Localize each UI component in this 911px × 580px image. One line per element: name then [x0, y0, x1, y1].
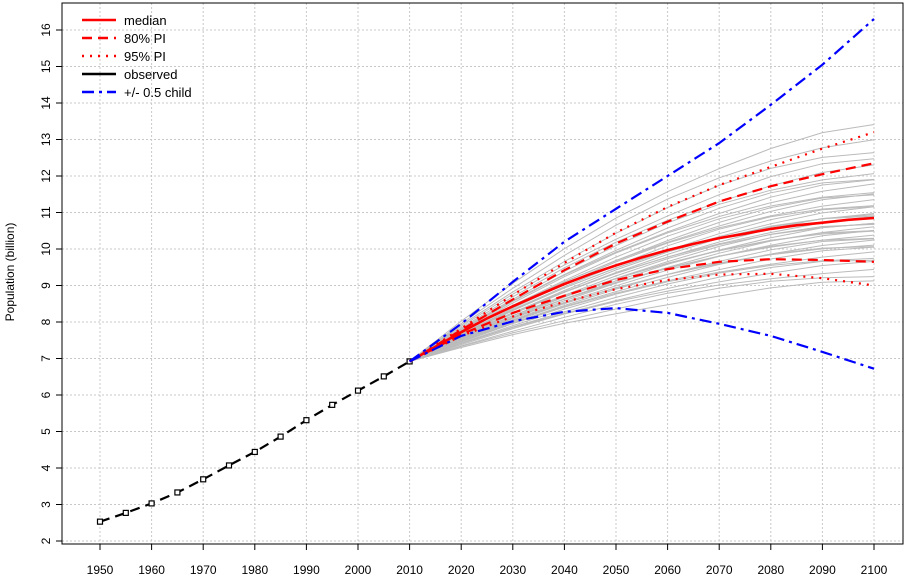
series-line-95-pi-upper — [409, 131, 875, 363]
y-tick-label: 7 — [39, 355, 53, 362]
observed-point — [380, 373, 387, 380]
series-line-95-pi-lower — [409, 272, 875, 363]
x-tick-label: 2010 — [396, 563, 423, 577]
observed-point — [96, 518, 104, 525]
y-tick-label: 12 — [39, 169, 53, 183]
y-tick-label: 5 — [39, 428, 53, 435]
grid — [62, 3, 903, 544]
x-tick-label: 2000 — [345, 563, 372, 577]
y-tick-label: 16 — [39, 23, 53, 37]
legend-label: 80% PI — [124, 31, 166, 46]
observed-point — [277, 433, 284, 440]
trajectory-line — [409, 246, 875, 362]
x-tick-label: 2050 — [603, 563, 630, 577]
x-tick-label: 1970 — [190, 563, 217, 577]
observed-point — [200, 476, 207, 483]
trajectory-line — [409, 244, 875, 362]
x-tick-label: 1960 — [138, 563, 165, 577]
trajectory-line — [409, 216, 875, 362]
y-tick-label: 9 — [39, 282, 53, 289]
y-tick-label: 13 — [39, 133, 53, 147]
observed-point — [329, 401, 336, 408]
x-tick-label: 1980 — [241, 563, 268, 577]
legend-label: observed — [124, 67, 177, 82]
legend: median 80% PI 95% PI observed +/- 0.5 child — [82, 13, 192, 100]
x-tick-label: 2040 — [551, 563, 578, 577]
series-line--0-5-child-lower — [409, 306, 875, 370]
series-line-median — [408, 216, 875, 363]
series-line-80-pi-upper — [409, 162, 875, 363]
x-tick-label: 2070 — [706, 563, 733, 577]
trajectory-line — [409, 158, 875, 362]
axes: 1950 1960 1970 1980 1990 2000 2010 2020 2030 2040… — [39, 23, 887, 577]
trajectory-line — [409, 280, 875, 362]
y-tick-label: 2 — [39, 537, 53, 544]
y-tick-label: 14 — [39, 96, 53, 110]
trajectory-line — [409, 124, 875, 362]
y-tick-label: 11 — [39, 206, 53, 219]
legend-label: median — [124, 13, 167, 28]
x-tick-label: 2020 — [448, 563, 475, 577]
trajectory-line — [409, 152, 875, 362]
series-line-80-pi-lower — [409, 258, 875, 363]
trajectory-line — [409, 276, 875, 362]
trajectory-line — [409, 238, 875, 362]
y-tick-label: 3 — [39, 501, 53, 508]
x-tick-label: 2100 — [861, 563, 888, 577]
y-tick-label: 15 — [39, 60, 53, 74]
x-tick-label: 2090 — [809, 563, 836, 577]
y-tick-label: 8 — [39, 318, 53, 325]
observed-point — [174, 489, 181, 496]
x-tick-label: 1990 — [293, 563, 320, 577]
observed-point — [354, 387, 362, 394]
x-tick-label: 2060 — [654, 563, 681, 577]
trajectory-line — [409, 178, 875, 362]
x-tick-label: 1950 — [87, 563, 114, 577]
trajectory-line — [409, 199, 875, 362]
y-tick-label: 10 — [39, 242, 53, 256]
trajectory-line — [409, 222, 875, 362]
trajectory-line — [409, 164, 875, 362]
series-line-observed — [99, 360, 411, 523]
y-axis-label: Population (billion) — [3, 223, 17, 322]
series-lines — [96, 18, 875, 525]
trajectory-line — [409, 260, 875, 362]
observed-point — [303, 417, 310, 424]
trajectory-line — [409, 257, 875, 362]
y-tick-label: 6 — [39, 391, 53, 398]
trajectory-line — [409, 173, 875, 362]
legend-label: +/- 0.5 child — [124, 85, 192, 100]
trajectory-line — [409, 139, 875, 362]
observed-point — [148, 500, 155, 507]
series-line--0-5-child-upper — [408, 18, 875, 363]
observed-point — [122, 509, 129, 516]
trajectory-line — [409, 205, 875, 362]
observed-point — [225, 462, 233, 469]
y-tick-label: 4 — [39, 464, 53, 471]
x-tick-label: 2080 — [757, 563, 784, 577]
trajectory-lines — [409, 124, 875, 362]
x-tick-label: 2030 — [499, 563, 526, 577]
legend-label: 95% PI — [124, 49, 166, 64]
observed-point — [251, 448, 258, 456]
